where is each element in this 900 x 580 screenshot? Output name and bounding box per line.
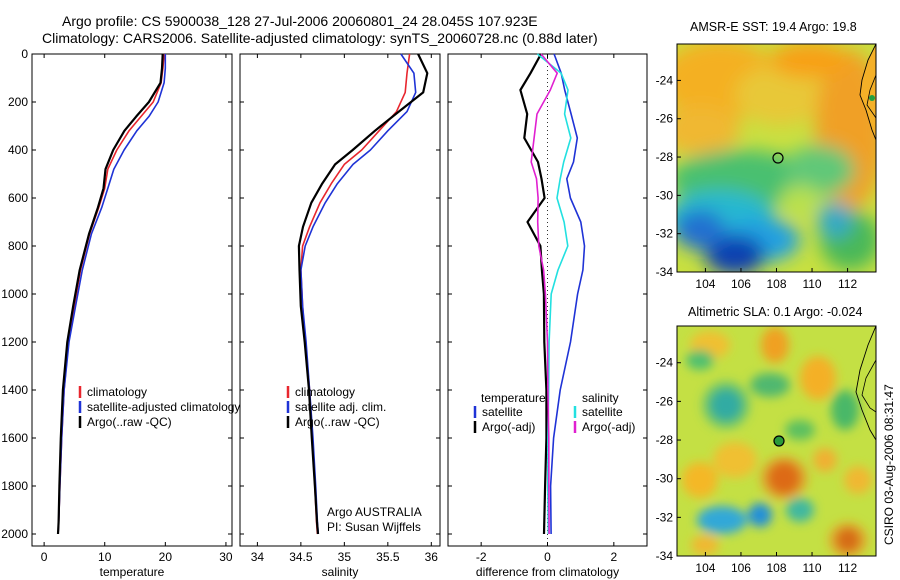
series-line-argo-raw-qc- xyxy=(297,53,429,535)
difference-xlabel: difference from climatology xyxy=(476,565,619,579)
sst_map-ytick-label: -28 xyxy=(656,150,674,164)
temperature-xtick-label: 20 xyxy=(159,550,173,564)
sst_map-ytick-label: -30 xyxy=(656,188,674,202)
sla_map-ytick-label: -28 xyxy=(656,433,674,447)
temperature-legend-label: climatology xyxy=(87,385,147,399)
sst_map-ytick-label: -26 xyxy=(656,112,674,126)
salinity-xtick-label: 35.5 xyxy=(376,550,400,564)
diff-legend-label: satellite xyxy=(482,405,523,419)
series-line-salinity-argo-adj- xyxy=(530,53,558,535)
header-line2: Climatology: CARS2006. Satellite-adjuste… xyxy=(42,30,598,46)
diff-legend-label: Argo(-adj) xyxy=(482,420,535,434)
temperature-xtick-label: 0 xyxy=(41,550,48,564)
depth-tick-label: 1000 xyxy=(1,287,28,301)
sst_map-xtick-label: 108 xyxy=(766,277,786,291)
depth-tick-label: 1400 xyxy=(1,383,28,397)
temperature-legend-label: Argo(..raw -QC) xyxy=(87,415,172,429)
salinity-xlabel: salinity xyxy=(322,565,359,579)
series-line-temperature-satellite xyxy=(549,53,586,535)
sla_map-xtick-label: 106 xyxy=(731,561,751,575)
temperature-xtick-label: 10 xyxy=(98,550,112,564)
depth-tick-label: 200 xyxy=(8,95,28,109)
temperature-xlabel: temperature xyxy=(100,565,165,579)
panel-salinity: 34 34.5 35 35.5 36 salinity climatologysatelli… xyxy=(239,53,441,579)
salinity-legend-label: satellite adj. clim. xyxy=(295,400,386,414)
sst_map-xtick-label: 110 xyxy=(802,277,821,291)
footer-stamp: CSIRO 03-Aug-2006 08:31:47 xyxy=(882,384,896,545)
salinity-xtick-label: 36 xyxy=(425,550,439,564)
sst-map xyxy=(677,44,876,272)
depth-tick-label: 2000 xyxy=(1,527,28,541)
depth-tick-label: 1800 xyxy=(1,479,28,493)
sst_map-ytick-label: -24 xyxy=(656,73,674,87)
sla_map-xtick-label: 112 xyxy=(838,561,857,575)
depth-tick-label: 1600 xyxy=(1,431,28,445)
temperature-legend-label: satellite-adjusted climatology xyxy=(87,400,240,414)
diff-legend-label: satellite xyxy=(582,405,623,419)
series-line-argo-raw-qc- xyxy=(56,53,164,535)
depth-tick-label: 1200 xyxy=(1,335,28,349)
header-line1: Argo profile: CS 5900038_128 27-Jul-2006… xyxy=(62,13,538,29)
sst-argo-marker xyxy=(772,152,784,164)
diff-legend-salinity-title: salinity xyxy=(582,391,619,405)
sla_map-ytick-label: -26 xyxy=(656,394,674,408)
sst_map-xtick-label: 112 xyxy=(838,277,857,291)
salinity-legend-label: Argo(..raw -QC) xyxy=(295,415,380,429)
sst_map-ytick-label: -32 xyxy=(656,227,674,241)
sst-map-title: AMSR-E SST: 19.4 Argo: 19.8 xyxy=(690,20,857,34)
series-line-temperature-argo-adj- xyxy=(519,53,548,535)
diff-legend-temperature-title: temperature xyxy=(481,391,546,405)
salinity-xtick-label: 34.5 xyxy=(289,550,313,564)
salinity-xtick-label: 34 xyxy=(251,550,265,564)
sla_map-ytick-label: -32 xyxy=(656,510,674,524)
series-line-climatology xyxy=(57,53,165,535)
salinity-axes-frame xyxy=(239,53,441,547)
panel-temperature: 0 200 400 600 800 1000 1200 1400 1600 1800 2000 0 10… xyxy=(1,47,240,579)
sla_map-xtick-label: 108 xyxy=(766,561,786,575)
sla_map-ytick-label: -34 xyxy=(656,549,674,563)
sla_map-ytick-label: -30 xyxy=(656,472,674,486)
panel-annotation: Argo AUSTRALIA xyxy=(327,505,422,519)
sla_map-xtick-label: 110 xyxy=(802,561,821,575)
sst_map-xtick-label: 104 xyxy=(695,277,715,291)
sst_map-xtick-label: 106 xyxy=(731,277,751,291)
sla-map-title: Altimetric SLA: 0.1 Argo: -0.024 xyxy=(688,305,862,319)
salinity-xtick-label: 35 xyxy=(338,550,352,564)
sla_map-ytick-label: -24 xyxy=(656,356,674,370)
depth-tick-label: 800 xyxy=(8,239,28,253)
sst_map-ytick-label: -34 xyxy=(656,265,674,279)
series-line-satellite-adj-clim- xyxy=(300,53,417,535)
diff-legend-label: Argo(-adj) xyxy=(582,420,635,434)
difference-xtick-label: 0 xyxy=(544,550,551,564)
depth-tick-label: 400 xyxy=(8,143,28,157)
temperature-xtick-label: 30 xyxy=(219,550,233,564)
depth-tick-label: 0 xyxy=(21,47,28,61)
salinity-legend-label: climatology xyxy=(295,385,355,399)
series-line-salinity-satellite xyxy=(536,53,572,535)
depth-tick-label: 600 xyxy=(8,191,28,205)
temperature-axes-frame xyxy=(31,53,233,547)
difference-xtick-label: 2 xyxy=(610,550,617,564)
sla_map-xtick-label: 104 xyxy=(695,561,715,575)
difference-xtick-label: -2 xyxy=(476,550,487,564)
sla-map xyxy=(677,326,876,556)
series-line-satellite-adjusted-climatology xyxy=(57,54,167,535)
panel-annotation: PI: Susan Wijffels xyxy=(327,520,421,534)
sla-argo-marker xyxy=(773,435,785,447)
